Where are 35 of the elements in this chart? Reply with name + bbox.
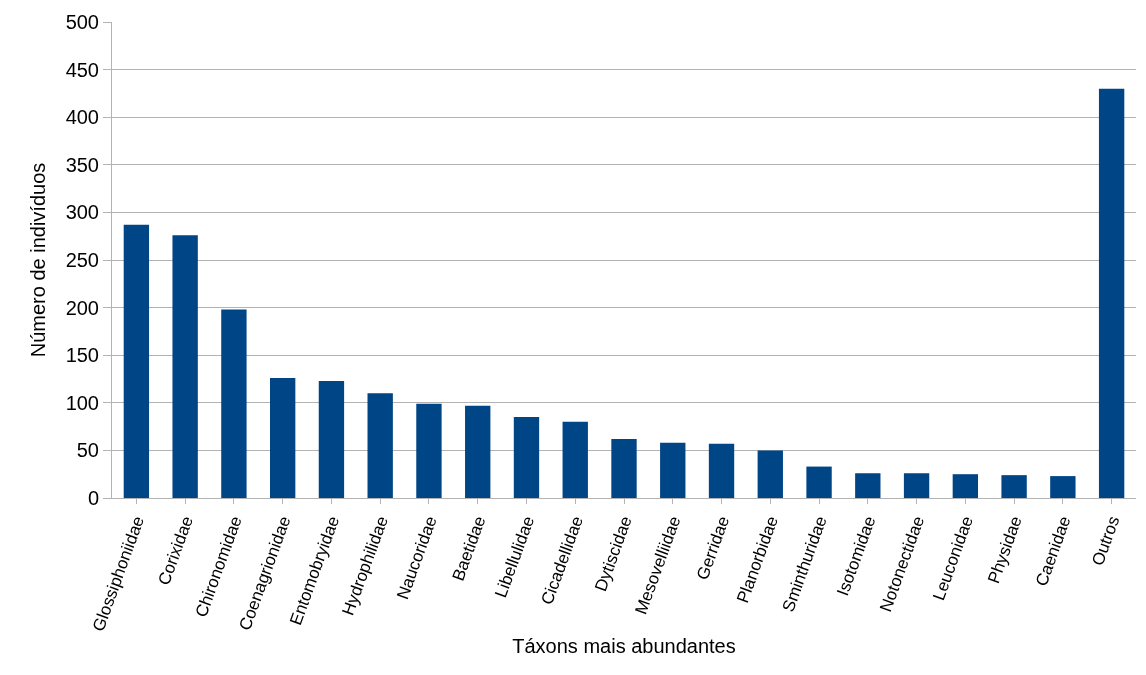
bar	[1050, 476, 1076, 498]
y-tick-label: 100	[65, 391, 99, 414]
bar	[708, 443, 735, 498]
bar	[855, 473, 881, 498]
bar	[1098, 88, 1125, 498]
y-tick-label: 450	[65, 58, 99, 81]
bar	[903, 473, 930, 498]
bar	[416, 403, 442, 498]
bar	[1001, 475, 1027, 498]
bar	[806, 466, 832, 498]
bar	[513, 417, 540, 498]
x-axis-title: Táxons mais abundantes	[512, 635, 736, 658]
y-tick-label: 300	[65, 201, 99, 224]
y-tick-label: 500	[65, 11, 99, 33]
bar	[269, 378, 296, 498]
y-tick-label: 50	[76, 439, 99, 462]
bar	[562, 421, 588, 498]
bar	[221, 309, 247, 498]
y-tick-label: 0	[87, 487, 99, 509]
bar	[123, 224, 150, 498]
bar	[660, 442, 686, 498]
bar	[367, 393, 393, 498]
y-tick-label: 350	[65, 153, 99, 176]
y-tick-label: 250	[65, 249, 99, 271]
bar	[172, 235, 198, 498]
y-tick-label: 200	[65, 296, 99, 319]
y-tick-label: 400	[65, 106, 99, 129]
bar	[952, 474, 979, 498]
bar	[757, 450, 783, 498]
x-tick-label: Outros	[1088, 513, 1124, 569]
bar	[465, 405, 491, 498]
bar	[318, 380, 345, 498]
y-tick-label: 150	[65, 344, 99, 367]
y-axis-title: Número de indivíduos	[27, 162, 50, 358]
bar	[611, 438, 637, 498]
